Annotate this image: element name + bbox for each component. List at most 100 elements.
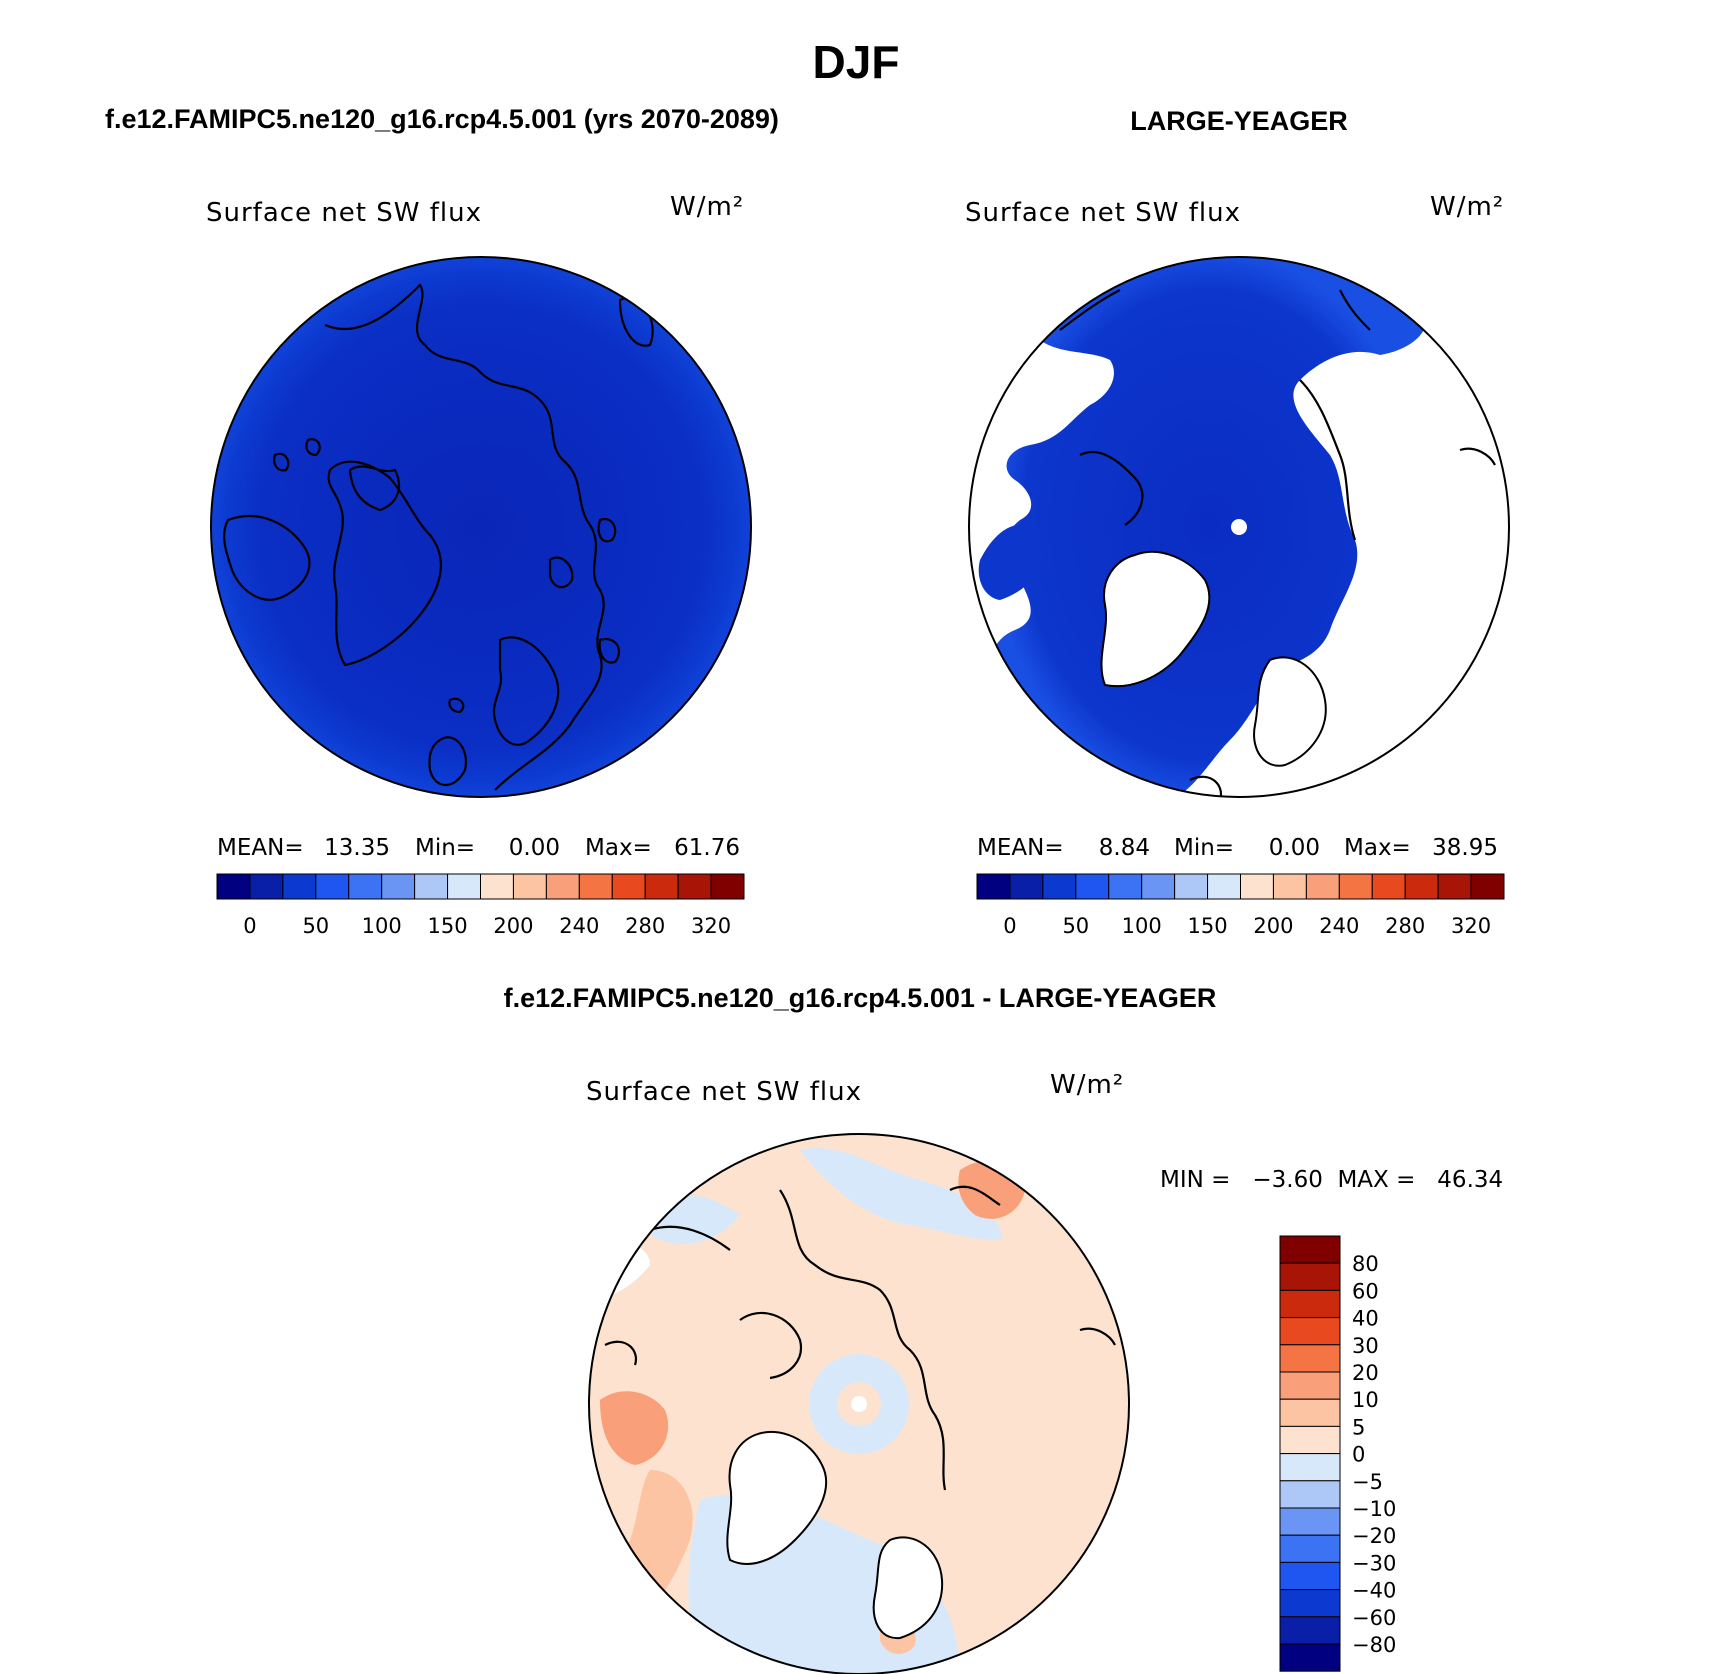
panel-difference-colorbar-tick-label: −30 (1352, 1551, 1396, 1575)
panel-model-mean-label: MEAN= (217, 835, 304, 861)
panel-difference-colorbar-swatch (1279, 1425, 1341, 1455)
panel-observed-colorbar-swatch (1009, 873, 1044, 900)
panel-difference-colorbar-swatch (1279, 1235, 1341, 1264)
panel-observed-colorbar-swatch (1174, 873, 1209, 900)
panel-difference-title: Surface net SW flux (586, 1077, 862, 1107)
panel-model-colorbar-swatch (677, 873, 712, 900)
panel-observed-colorbar-swatch (1207, 873, 1241, 900)
panel-observed-colorbar-swatch (1108, 873, 1143, 900)
panel-observed-colorbar-tick-label: 150 (1188, 914, 1228, 938)
panel-model-colorbar-swatch (216, 873, 251, 900)
panel-observed-colorbar-swatch (1371, 873, 1406, 900)
panel-model-min-label: Min= (415, 835, 475, 861)
panel-difference-colorbar-tick-label: 20 (1352, 1361, 1379, 1385)
panel-observed: LARGE-YEAGER Surface net SW flux W/m² (965, 106, 1510, 938)
panel-model-map (211, 257, 751, 797)
panel-difference-colorbar-tick-label: −20 (1352, 1524, 1396, 1548)
panel-difference-colorbar-tick-label: 40 (1352, 1307, 1379, 1331)
panel-difference-colorbar-swatch (1279, 1480, 1341, 1509)
panel-observed-colorbar-tick-label: 0 (1003, 914, 1016, 938)
panel-difference-colorbar-tick-label: −60 (1352, 1606, 1396, 1630)
panel-model-colorbar-swatch (348, 873, 383, 900)
panel-model-max: 61.76 (674, 835, 740, 861)
panel-observed-colorbar-swatch (1305, 873, 1340, 900)
panel-model-colorbar-tick-label: 50 (302, 914, 329, 938)
panel-model-colorbar-swatch (512, 873, 547, 900)
panel-observed-colorbar-swatch (1470, 873, 1505, 900)
panel-observed-colorbar-swatch (1141, 873, 1176, 900)
panel-difference-colorbar: 80 60 40 30 20 10 5 0 −5 −10 −20 −30 −40 −60 −80 (1279, 1235, 1396, 1672)
panel-model-colorbar-tick-label: 280 (625, 914, 665, 938)
panel-observed-colorbar-swatch (1404, 873, 1439, 900)
panel-model-coastlines (223, 283, 654, 791)
panel-model-min: 0.00 (509, 835, 560, 861)
panel-model-colorbar: 0 50 100 150 200 240 280 320 (216, 873, 745, 938)
panel-observed-colorbar-tick-label: 200 (1253, 914, 1293, 938)
panel-observed-title: Surface net SW flux (965, 198, 1241, 228)
panel-observed-colorbar-swatch (1437, 873, 1472, 900)
panel-difference-colorbar-swatch (1279, 1453, 1341, 1482)
panel-model-colorbar-swatch (315, 873, 350, 900)
panel-observed-units: W/m² (1430, 192, 1504, 222)
panel-difference-colorbar-swatch (1279, 1344, 1341, 1373)
panel-difference-colorbar-tick-label: 0 (1352, 1443, 1365, 1467)
panel-model-title: Surface net SW flux (206, 198, 482, 228)
panel-difference-units: W/m² (1050, 1070, 1124, 1100)
panel-model-colorbar-swatch (414, 873, 449, 900)
panel-observed-colorbar-swatch (1042, 873, 1077, 900)
panel-observed-colorbar-swatch (1338, 873, 1373, 900)
panel-difference-suptitle: f.e12.FAMIPC5.ne120_g16.rcp4.5.001 - LAR… (504, 983, 1217, 1013)
panel-model-colorbar-swatch (545, 873, 580, 900)
panel-model-colorbar-tick-label: 150 (428, 914, 468, 938)
panel-observed-max-label: Max= (1344, 835, 1411, 861)
panel-model-colorbar-swatch (282, 873, 317, 900)
panel-model-colorbar-tick-label: 200 (493, 914, 533, 938)
panel-difference-colorbar-tick-label: 10 (1352, 1388, 1379, 1412)
panel-difference-colorbar-tick-label: −10 (1352, 1497, 1396, 1521)
panel-difference-pole-hole (851, 1396, 867, 1412)
panel-difference-colorbar-tick-label: 80 (1352, 1252, 1379, 1276)
panel-difference-colorbar-swatch (1279, 1507, 1341, 1536)
panel-difference-colorbar-swatch (1279, 1317, 1341, 1346)
panel-observed-colorbar-tick-label: 320 (1451, 914, 1491, 938)
panel-model: f.e12.FAMIPC5.ne120_g16.rcp4.5.001 (yrs … (105, 104, 779, 938)
panel-difference-colorbar-swatch (1279, 1289, 1341, 1319)
panel-model-colorbar-swatch (447, 873, 481, 900)
panel-model-suptitle: f.e12.FAMIPC5.ne120_g16.rcp4.5.001 (yrs … (105, 104, 779, 134)
panel-difference-colorbar-swatch (1279, 1371, 1341, 1400)
panel-observed-colorbar-swatch (1272, 873, 1307, 900)
panel-observed-colorbar: 0 50 100 150 200 240 280 320 (976, 873, 1505, 938)
panel-difference-colorbar-tick-label: 60 (1352, 1279, 1379, 1303)
panel-model-stats: MEAN= 13.35 Min= 0.00 Max= 61.76 (217, 835, 740, 861)
panel-observed-colorbar-tick-label: 280 (1385, 914, 1425, 938)
panel-difference-colorbar-tick-label: 30 (1352, 1334, 1379, 1358)
panel-observed-min-label: Min= (1174, 835, 1234, 861)
panel-observed-mean: 8.84 (1099, 835, 1150, 861)
panel-observed-colorbar-swatch (1240, 873, 1274, 900)
panel-difference-colorbar-tick-label: −80 (1352, 1633, 1396, 1657)
panel-model-colorbar-swatch (480, 873, 514, 900)
panel-difference-colorbar-swatch (1279, 1616, 1341, 1645)
panel-observed-suptitle: LARGE-YEAGER (1130, 106, 1348, 136)
panel-difference-colorbar-swatch (1279, 1398, 1341, 1427)
panel-observed-colorbar-swatch (976, 873, 1011, 900)
panel-difference-colorbar-tick-label: 5 (1352, 1415, 1365, 1439)
panel-difference-colorbar-swatch (1279, 1534, 1341, 1563)
panel-model-max-label: Max= (585, 835, 652, 861)
panel-observed-colorbar-tick-label: 100 (1122, 914, 1162, 938)
panel-model-colorbar-swatch (578, 873, 613, 900)
panel-difference-colorbar-swatch (1279, 1262, 1341, 1291)
panel-difference-colorbar-swatch (1279, 1561, 1341, 1591)
panel-model-colorbar-tick-label: 0 (243, 914, 256, 938)
panel-observed-mean-label: MEAN= (977, 835, 1064, 861)
panel-model-colorbar-tick-label: 320 (691, 914, 731, 938)
panel-difference-colorbar-swatch (1279, 1643, 1341, 1672)
panel-difference: f.e12.FAMIPC5.ne120_g16.rcp4.5.001 - LAR… (504, 983, 1503, 1674)
panel-observed-pole-hole (1231, 519, 1247, 535)
panel-observed-colorbar-tick-label: 50 (1062, 914, 1089, 938)
panel-model-colorbar-tick-label: 240 (559, 914, 599, 938)
panel-difference-colorbar-tick-label: −40 (1352, 1579, 1396, 1603)
panel-observed-max: 38.95 (1432, 835, 1498, 861)
panel-model-units: W/m² (670, 192, 744, 222)
